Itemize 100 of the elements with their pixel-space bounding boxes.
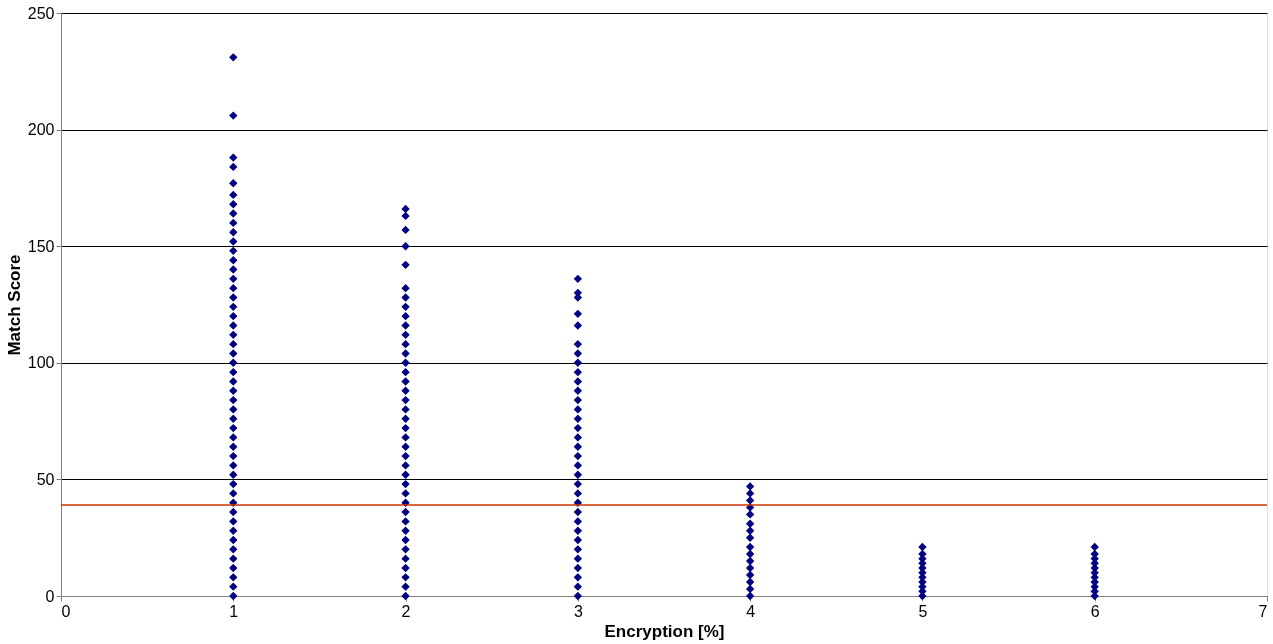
- point: [401, 377, 410, 386]
- point: [745, 526, 755, 535]
- point: [745, 533, 755, 542]
- point: [401, 433, 410, 442]
- y-tick-label: 250: [27, 4, 55, 22]
- point: [229, 200, 238, 209]
- point: [401, 526, 410, 535]
- point: [745, 591, 755, 601]
- point: [573, 339, 583, 349]
- point: [401, 283, 410, 293]
- point: [745, 489, 755, 498]
- point: [573, 405, 583, 414]
- point: [401, 242, 410, 251]
- point: [229, 461, 238, 470]
- x-tick-label: 5: [918, 602, 928, 620]
- point: [573, 367, 583, 377]
- point: [745, 556, 755, 566]
- x-tick-label: 7: [1258, 602, 1268, 620]
- y-tick-label: 200: [27, 121, 55, 139]
- point: [229, 111, 238, 120]
- point: [229, 265, 238, 274]
- point: [229, 414, 238, 423]
- point: [401, 367, 410, 377]
- point: [229, 573, 238, 582]
- point: [401, 225, 410, 235]
- point: [573, 470, 583, 479]
- point: [401, 358, 410, 367]
- point: [745, 570, 755, 580]
- point: [401, 311, 410, 321]
- x-tick-label: 6: [1090, 602, 1100, 620]
- point: [573, 554, 583, 563]
- point: [401, 545, 410, 554]
- point: [229, 246, 238, 256]
- point: [573, 349, 583, 358]
- point: [401, 461, 410, 470]
- point: [229, 311, 238, 321]
- point: [745, 549, 755, 559]
- point: [229, 153, 238, 162]
- point: [573, 591, 583, 601]
- point: [401, 395, 410, 405]
- point: [401, 339, 410, 349]
- point: [573, 433, 583, 442]
- point: [229, 591, 238, 601]
- point: [401, 260, 410, 270]
- point: [229, 274, 238, 284]
- point: [401, 507, 410, 517]
- point: [229, 442, 238, 451]
- point: [401, 302, 410, 312]
- point: [229, 179, 238, 188]
- point: [401, 442, 410, 451]
- point: [229, 321, 238, 330]
- point: [745, 482, 755, 491]
- point: [573, 321, 583, 330]
- point: [229, 386, 238, 395]
- point: [229, 367, 238, 377]
- point: [573, 442, 583, 451]
- point: [229, 358, 238, 367]
- point: [745, 519, 755, 528]
- x-tick-label: 3: [573, 602, 583, 620]
- point: [401, 293, 410, 302]
- point: [229, 190, 238, 200]
- point: [401, 489, 410, 498]
- point: [229, 423, 238, 433]
- point: [229, 451, 238, 461]
- x-tick-label: 2: [401, 602, 411, 620]
- point: [573, 395, 583, 405]
- point: [401, 414, 410, 423]
- point: [573, 517, 583, 526]
- point: [229, 53, 238, 62]
- point: [401, 535, 410, 545]
- point: [918, 542, 927, 552]
- point: [573, 563, 583, 573]
- point: [573, 489, 583, 498]
- y-tick-label: 0: [45, 587, 55, 605]
- point: [229, 302, 238, 312]
- point: [745, 584, 755, 594]
- point: [573, 535, 583, 545]
- point: [401, 423, 410, 433]
- point: [401, 470, 410, 479]
- point: [401, 321, 410, 330]
- point: [1090, 542, 1099, 552]
- x-tick-label: 4: [746, 602, 756, 620]
- point: [229, 526, 238, 535]
- point: [573, 414, 583, 423]
- point: [745, 496, 755, 505]
- point: [401, 573, 410, 582]
- point: [229, 162, 238, 172]
- point: [229, 209, 238, 218]
- point: [573, 377, 583, 386]
- point: [401, 591, 410, 601]
- point: [573, 274, 583, 284]
- point: [229, 256, 238, 265]
- point: [229, 517, 238, 526]
- point: [229, 293, 238, 302]
- point: [401, 582, 410, 591]
- y-tick-label: 50: [36, 470, 55, 488]
- point: [229, 554, 238, 563]
- point: [745, 563, 755, 573]
- point: [573, 526, 583, 535]
- point: [401, 330, 410, 339]
